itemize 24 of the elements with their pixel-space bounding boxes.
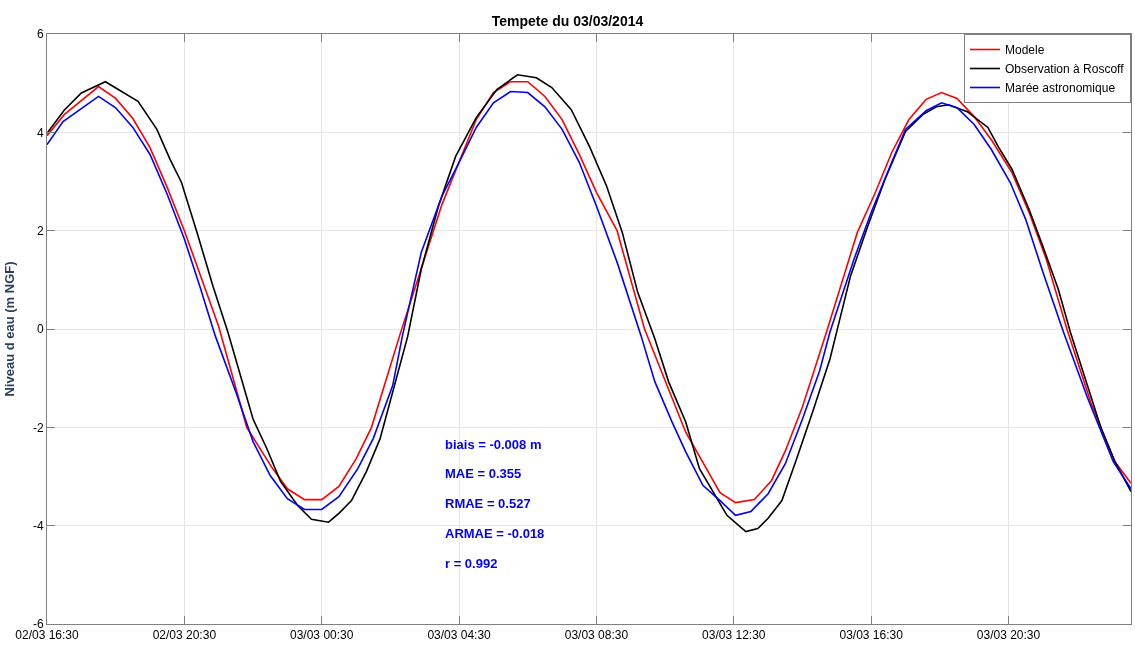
chart-title: Tempete du 03/03/2014	[491, 13, 644, 29]
y-tick-label: 4	[36, 125, 44, 140]
y-axis-title: Niveau d eau (m NGF)	[1, 261, 17, 397]
x-tick-label: 02/03 20:30	[152, 628, 217, 643]
y-tick-label: -4	[32, 518, 44, 533]
y-tick-label: 6	[36, 27, 44, 42]
annotation: r = 0.992	[445, 556, 498, 571]
legend-label: Modele	[1005, 43, 1045, 58]
annotation: ARMAE = -0.018	[445, 526, 545, 541]
annotation: RMAE = 0.527	[445, 496, 531, 511]
annotation: biais = -0.008 m	[445, 437, 542, 452]
x-tick-label: 03/03 12:30	[702, 628, 766, 643]
x-tick-label: 03/03 04:30	[427, 628, 492, 643]
y-tick-label: 0	[36, 322, 44, 337]
legend-label: Marée astronomique	[1005, 81, 1116, 96]
legend-label: Observation à Roscoff	[1005, 62, 1125, 77]
x-tick-label: 02/03 16:30	[15, 628, 80, 643]
annotation: MAE = 0.355	[445, 466, 522, 481]
x-tick-label: 03/03 00:30	[290, 628, 354, 643]
x-tick-label: 03/03 08:30	[564, 628, 629, 643]
x-tick-label: 03/03 16:30	[839, 628, 904, 643]
y-tick-label: 2	[36, 223, 44, 238]
y-tick-label: -2	[32, 420, 44, 435]
x-tick-label: 03/03 20:30	[976, 628, 1041, 643]
